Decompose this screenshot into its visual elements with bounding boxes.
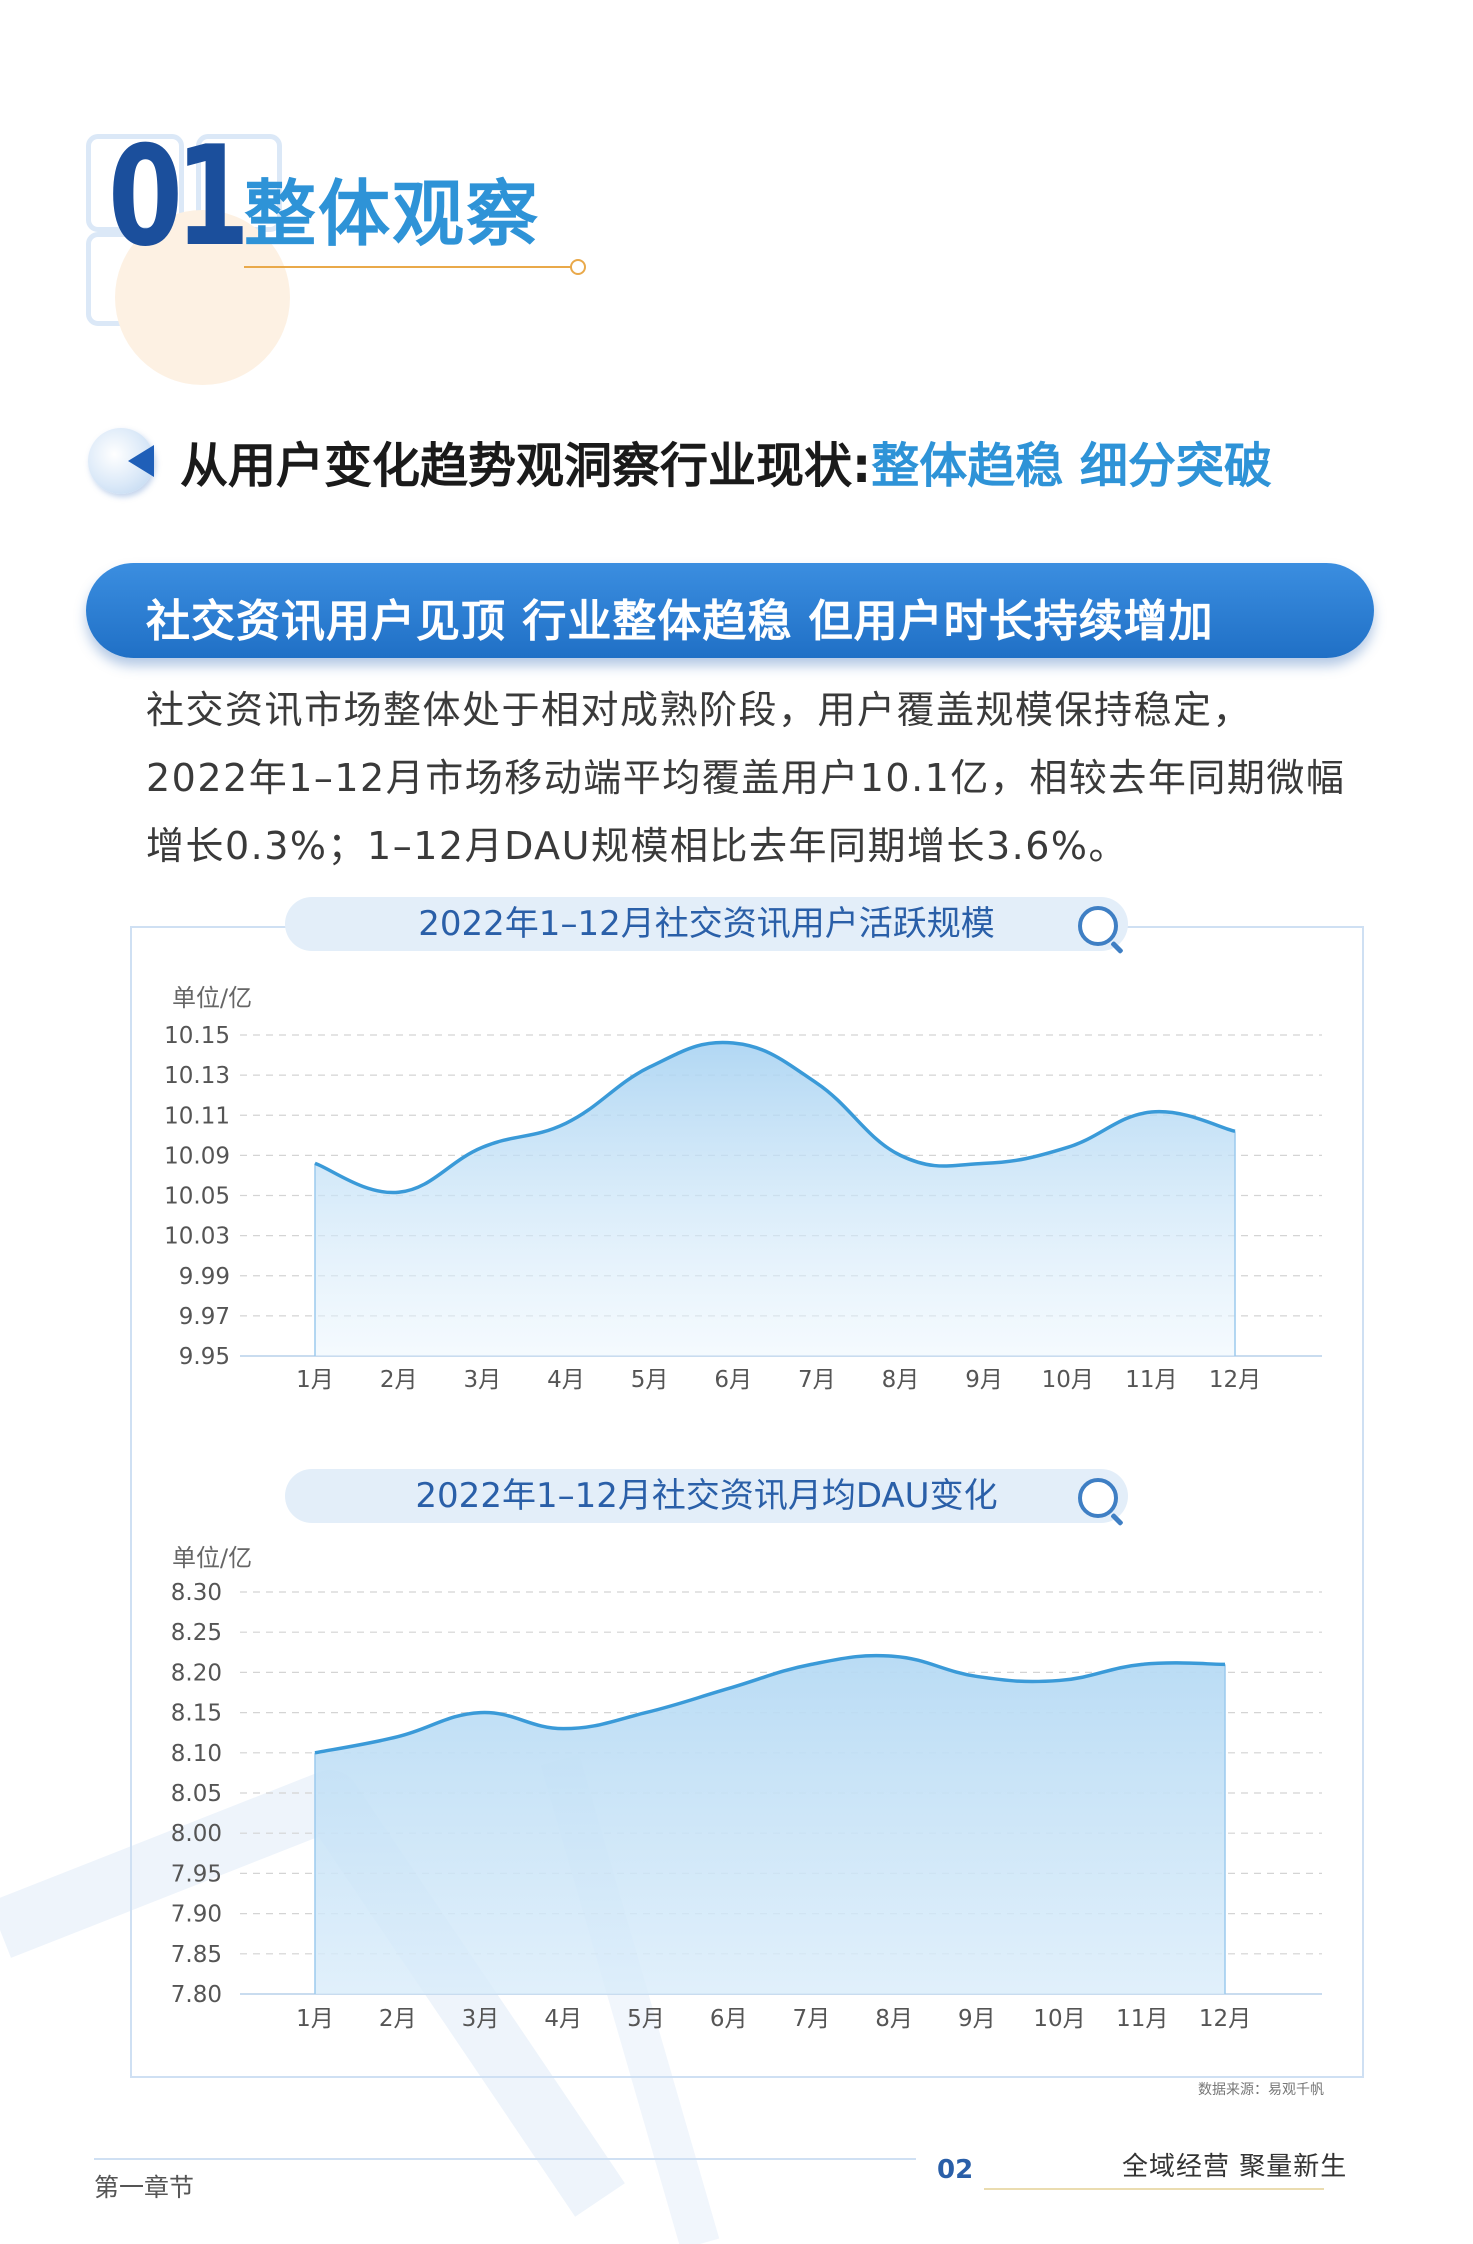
y-tick-label: 8.25 [171, 1620, 222, 1646]
series-line [314, 1040, 1236, 1195]
chapter-title: 整体观察 [244, 172, 541, 256]
chart2-unit: 单位/亿 [172, 1544, 253, 1572]
y-tick-label: 10.11 [164, 1103, 230, 1129]
x-tick-label: 6月 [710, 2006, 748, 2032]
search-icon [1078, 906, 1118, 946]
chapter-number: 01 [108, 116, 250, 277]
y-tick-label: 9.95 [179, 1344, 230, 1370]
x-tick-label: 9月 [958, 2006, 996, 2032]
chart1-unit: 单位/亿 [172, 984, 253, 1012]
x-tick-label: 9月 [965, 1367, 1003, 1393]
section-title: 从用户变化趋势观洞察行业现状:整体趋稳 细分突破 [180, 440, 1272, 493]
x-tick-label: 12月 [1209, 1367, 1261, 1393]
x-tick-label: 10月 [1042, 1367, 1094, 1393]
search-icon [1078, 1478, 1118, 1518]
page-number: 02 [937, 2155, 974, 2185]
x-tick-label: 1月 [296, 1367, 334, 1393]
deco-square [86, 134, 184, 232]
footer-divider-accent [984, 2188, 1324, 2190]
footer-slogan: 全域经营 聚量新生 [1122, 2152, 1348, 2182]
subheading-banner-text: 社交资讯用户见顶 行业整体趋稳 但用户时长持续增加 [146, 596, 1214, 647]
y-tick-label: 10.15 [164, 1023, 230, 1049]
x-tick-label: 2月 [379, 2006, 417, 2032]
footer-chapter: 第一章节 [94, 2173, 195, 2202]
x-tick-label: 7月 [798, 1367, 836, 1393]
section-title-main: 从用户变化趋势观洞察行业现状: [180, 438, 872, 494]
play-badge-arrow-icon [128, 445, 154, 477]
y-tick-label: 7.90 [171, 1902, 222, 1928]
chart1-title-pill [285, 897, 1128, 951]
series-line [314, 1653, 1226, 1755]
y-tick-label: 10.05 [164, 1184, 230, 1210]
y-tick-label: 9.97 [179, 1304, 230, 1330]
x-tick-label: 12月 [1199, 2006, 1251, 2032]
chapter-underline [244, 266, 579, 268]
x-tick-label: 1月 [296, 2006, 334, 2032]
x-tick-label: 11月 [1125, 1367, 1177, 1393]
section-title-highlight: 整体趋稳 细分突破 [871, 438, 1272, 494]
y-tick-label: 10.03 [164, 1224, 230, 1250]
x-tick-label: 8月 [875, 2006, 913, 2032]
x-tick-label: 5月 [627, 2006, 665, 2032]
x-tick-label: 3月 [462, 2006, 500, 2032]
chart1-plot: 10.15 10.13 10.11 10.09 10.05 10.03 9.99 9.97 9.… [164, 1023, 1322, 1393]
y-tick-label: 8.00 [171, 1821, 222, 1847]
x-tick-label: 2月 [380, 1367, 418, 1393]
y-tick-label: 7.95 [171, 1861, 222, 1887]
x-tick-label: 7月 [793, 2006, 831, 2032]
series-area [315, 1042, 1235, 1356]
x-tick-label: 8月 [882, 1367, 920, 1393]
paragraph-line: 增长0.3%；1–12月DAU规模相比去年同期增长3.6%。 [146, 824, 1129, 868]
y-tick-label: 7.85 [171, 1942, 222, 1968]
series-area [315, 1655, 1225, 1994]
y-tick-label: 10.13 [164, 1063, 230, 1089]
x-tick-label: 10月 [1033, 2006, 1085, 2032]
y-tick-label: 8.15 [171, 1701, 222, 1727]
x-tick-label: 4月 [544, 2006, 582, 2032]
data-source: 数据来源：易观千帆 [1198, 2082, 1324, 2098]
y-tick-label: 8.05 [171, 1781, 222, 1807]
x-tick-label: 3月 [463, 1367, 501, 1393]
chart2-title: 2022年1–12月社交资讯月均DAU变化 [415, 1476, 998, 1516]
y-tick-label: 9.99 [179, 1264, 230, 1290]
chart2-title-pill [285, 1469, 1128, 1523]
subheading-banner [86, 563, 1374, 658]
y-tick-label: 8.10 [171, 1741, 222, 1767]
chart2-plot: 8.30 8.25 8.20 8.15 8.10 8.05 8.00 7.95 7.90 7.85… [171, 1580, 1322, 2032]
y-tick-label: 8.30 [171, 1580, 222, 1606]
chapter-underline-dot [570, 259, 586, 275]
chart1-title: 2022年1–12月社交资讯用户活跃规模 [418, 904, 995, 944]
body-paragraph: 社交资讯市场整体处于相对成熟阶段，用户覆盖规模保持稳定， 2022年1–12月市… [146, 676, 1346, 880]
x-tick-label: 4月 [547, 1367, 585, 1393]
y-tick-label: 10.09 [164, 1143, 230, 1169]
x-tick-label: 5月 [631, 1367, 669, 1393]
footer-divider [94, 2158, 916, 2160]
paragraph-line: 2022年1–12月市场移动端平均覆盖用户10.1亿，相较去年同期微幅 [146, 756, 1346, 800]
paragraph-line: 社交资讯市场整体处于相对成熟阶段，用户覆盖规模保持稳定， [146, 688, 1253, 732]
y-tick-label: 8.20 [171, 1660, 222, 1686]
x-tick-label: 11月 [1116, 2006, 1168, 2032]
x-tick-label: 6月 [714, 1367, 752, 1393]
y-tick-label: 7.80 [171, 1982, 222, 2008]
deco-circle [115, 210, 290, 385]
